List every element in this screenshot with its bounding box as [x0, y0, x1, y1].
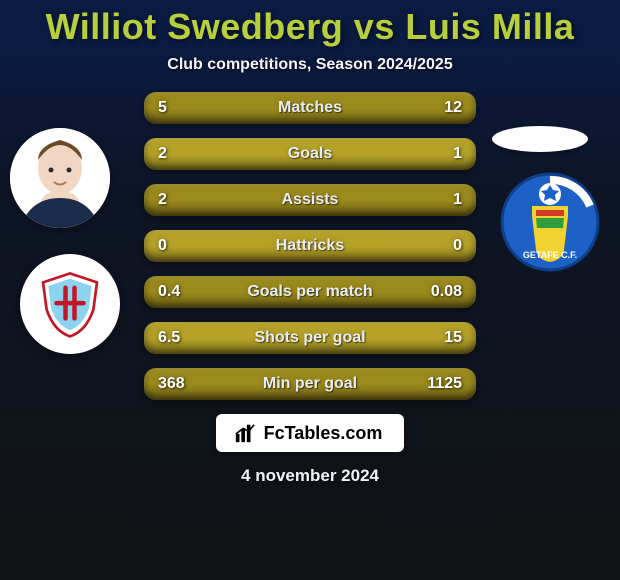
player-left-avatar [10, 128, 110, 228]
stat-label: Min per goal [198, 375, 422, 393]
stat-right-value: 12 [422, 99, 462, 117]
stat-left-value: 0 [158, 237, 198, 255]
stat-left-value: 6.5 [158, 329, 198, 347]
stat-right-value: 1 [422, 145, 462, 163]
celta-badge-icon [34, 268, 106, 340]
stat-left-value: 368 [158, 375, 198, 393]
stat-row-min-per-goal: 368 Min per goal 1125 [144, 368, 476, 400]
stat-left-value: 0.4 [158, 283, 198, 301]
comparison-title: Williot Swedberg vs Luis Milla [46, 6, 575, 48]
stat-row-assists: 2 Assists 1 [144, 184, 476, 216]
stat-left-value: 5 [158, 99, 198, 117]
club-left-badge [20, 254, 120, 354]
stat-row-goals-per-match: 0.4 Goals per match 0.08 [144, 276, 476, 308]
bars-icon [234, 422, 256, 444]
stat-row-shots-per-goal: 6.5 Shots per goal 15 [144, 322, 476, 354]
player-left-portrait-icon [10, 128, 110, 228]
stat-right-value: 0 [422, 237, 462, 255]
stat-right-value: 15 [422, 329, 462, 347]
fctables-watermark: FcTables.com [216, 414, 405, 452]
card-content: Williot Swedberg vs Luis Milla Club comp… [0, 0, 620, 580]
stat-row-hattricks: 0 Hattricks 0 [144, 230, 476, 262]
stat-row-matches: 5 Matches 12 [144, 92, 476, 124]
stat-right-value: 1125 [422, 375, 462, 393]
stat-label: Shots per goal [198, 329, 422, 347]
stat-right-value: 0.08 [422, 283, 462, 301]
stat-label: Goals [198, 145, 422, 163]
stat-left-value: 2 [158, 191, 198, 209]
svg-text:GETAFE C.F.: GETAFE C.F. [523, 250, 577, 260]
stat-label: Assists [198, 191, 422, 209]
player-right-avatar-placeholder [492, 126, 588, 152]
snapshot-date: 4 november 2024 [241, 466, 379, 486]
stat-label: Goals per match [198, 283, 422, 301]
club-right-badge: GETAFE C.F. [500, 172, 600, 272]
season-subtitle: Club competitions, Season 2024/2025 [167, 56, 452, 74]
stat-right-value: 1 [422, 191, 462, 209]
getafe-badge-icon: GETAFE C.F. [500, 172, 600, 272]
stat-label: Hattricks [198, 237, 422, 255]
stat-label: Matches [198, 99, 422, 117]
stat-row-goals: 2 Goals 1 [144, 138, 476, 170]
stat-left-value: 2 [158, 145, 198, 163]
fctables-label: FcTables.com [264, 423, 383, 444]
